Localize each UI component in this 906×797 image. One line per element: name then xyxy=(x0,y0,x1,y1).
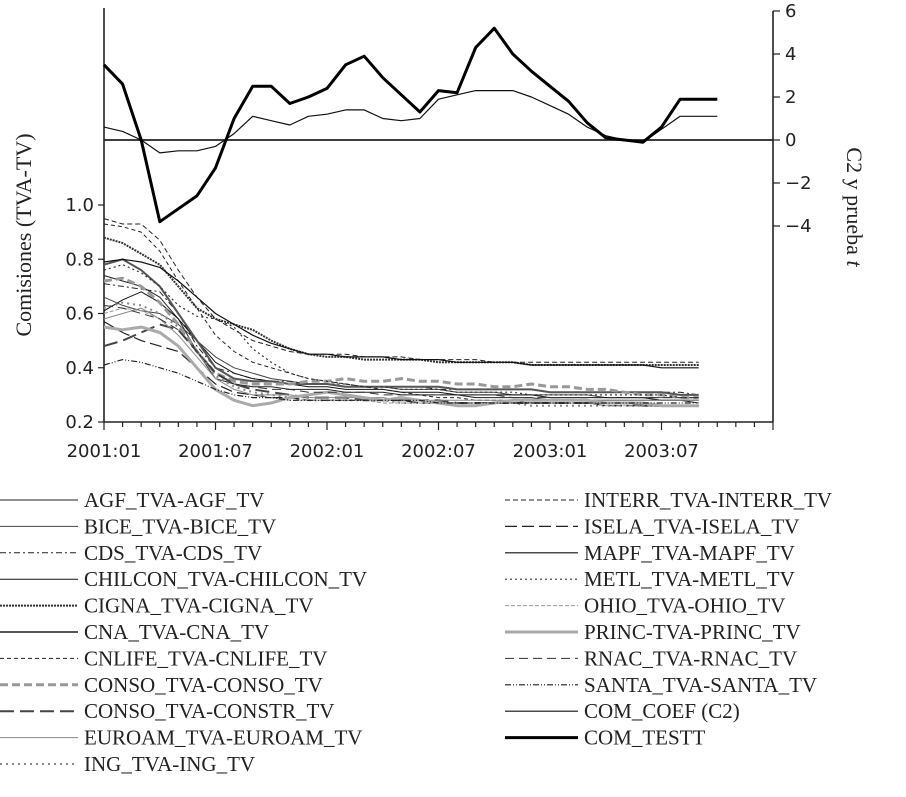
series-line-ing-tva-ing-tv xyxy=(103,301,699,407)
legend-label: MAPF_TVA-MAPF_TV xyxy=(584,541,795,565)
legend-label: RNAC_TVA-RNAC_TV xyxy=(584,646,797,670)
legend-label: AGF_TVA-AGF_TV xyxy=(84,488,264,512)
legend-label: CHILCON_TVA-CHILCON_TV xyxy=(84,567,367,591)
right-axis-title: C2 y prueba t xyxy=(842,147,867,267)
axis-titles: Comisiones (TVA-TV) C2 y prueba t xyxy=(11,133,867,336)
legend-label: BICE_TVA-BICE_TV xyxy=(84,514,276,538)
series-line-metl-tva-metl-tv xyxy=(103,264,699,399)
y-right-tick-label: 6 xyxy=(785,1,796,22)
x-tick-label: 2003:07 xyxy=(624,441,699,462)
y-right-tick-label: 0 xyxy=(785,130,796,151)
legend-label: SANTA_TVA-SANTA_TV xyxy=(584,673,817,697)
y-left-tick-label: 0.4 xyxy=(65,358,94,379)
legend-label: INTERR_TVA-INTERR_TV xyxy=(584,488,832,512)
series-line-princ-tva-princ-tv xyxy=(103,325,699,408)
legend-label: CONSO_TVA-CONSO_TV xyxy=(84,673,323,697)
y-right-tick-label: −4 xyxy=(785,216,812,237)
left-axis-title: Comisiones (TVA-TV) xyxy=(11,133,36,336)
legend-label: CIGNA_TVA-CIGNA_TV xyxy=(84,594,313,618)
legend-label: PRINC-TVA-PRINC_TV xyxy=(584,620,801,644)
x-tick-label: 2002:07 xyxy=(401,441,476,462)
legend-label: COM_TESTT xyxy=(584,726,706,750)
y-left-tick-label: 0.6 xyxy=(65,304,94,325)
y-right-tick-label: −2 xyxy=(785,173,812,194)
series-line-rnac-tva-rnac-tv xyxy=(103,304,699,399)
series-lines xyxy=(102,26,718,408)
axes xyxy=(98,8,780,430)
legend-label: CDS_TVA-CDS_TV xyxy=(84,541,262,565)
y-left-tick-label: 0.8 xyxy=(65,249,94,270)
legend-label: ING_TVA-ING_TV xyxy=(84,752,255,776)
right-axis-title-italic: t xyxy=(842,260,867,267)
series-line-cna-tva-cna-tv xyxy=(103,258,699,396)
x-tick-label: 2002:01 xyxy=(290,441,365,462)
legend-label: CNA_TVA-CNA_TV xyxy=(84,620,269,644)
series-line-santa-tva-santa-tv xyxy=(103,359,699,404)
legend-label: COM_COEF (C2) xyxy=(584,699,740,723)
legend-label: ISELA_TVA-ISELA_TV xyxy=(584,514,799,538)
legend-label: METL_TVA-METL_TV xyxy=(584,567,795,591)
legend-label: EUROAM_TVA-EUROAM_TV xyxy=(84,726,362,750)
x-tick-label: 2001:01 xyxy=(67,441,142,462)
tick-labels: 2001:01 2001:07 2002:01 2002:07 2003:01 2003:… xyxy=(65,1,811,462)
x-tick-label: 2003:01 xyxy=(513,441,588,462)
legend-label: CNLIFE_TVA-CNLIFE_TV xyxy=(84,646,327,670)
series-line-interr-tva-interr-tv xyxy=(103,218,699,363)
y-left-tick-label: 1.0 xyxy=(65,195,94,216)
y-right-tick-label: 4 xyxy=(785,44,796,65)
y-left-tick-label: 0.2 xyxy=(65,412,94,433)
series-line-com-coef-c2- xyxy=(103,90,718,154)
y-right-tick-label: 2 xyxy=(785,87,796,108)
legend-label: CONSO_TVA-CONSTR_TV xyxy=(84,699,334,723)
legend-label: OHIO_TVA-OHIO_TV xyxy=(584,594,785,618)
x-tick-label: 2001:07 xyxy=(178,441,253,462)
series-line-ohio-tva-ohio-tv xyxy=(103,307,699,407)
series-line-com-testt xyxy=(102,26,718,224)
series-line-mapf-tva-mapf-tv xyxy=(103,258,699,369)
